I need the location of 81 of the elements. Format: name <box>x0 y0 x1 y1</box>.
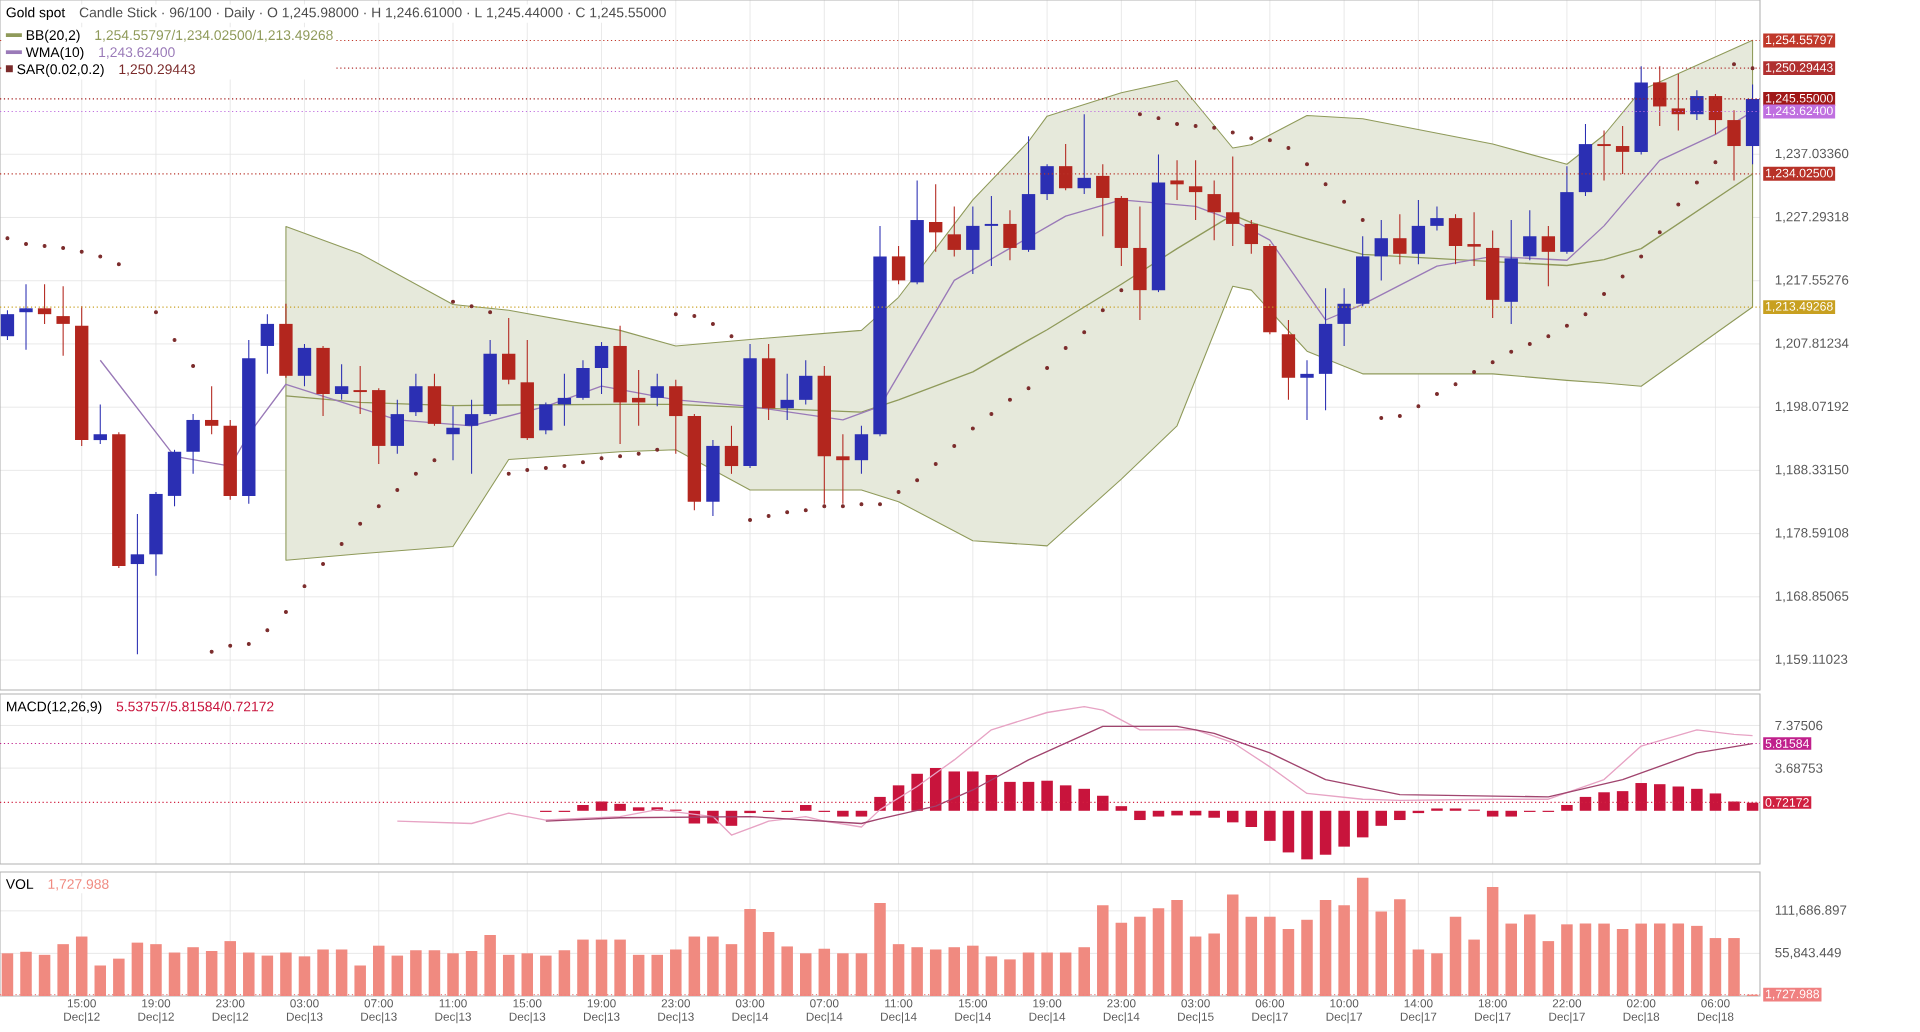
candlestick <box>1207 179 1221 241</box>
bar <box>1152 810 1165 817</box>
candlestick <box>1300 359 1314 421</box>
candlestick <box>1077 113 1091 195</box>
candlestick <box>724 425 739 475</box>
candlestick <box>1745 83 1760 165</box>
candlestick <box>1411 199 1426 265</box>
candlestick <box>1003 209 1017 261</box>
candlestick <box>1541 225 1556 287</box>
candlestick <box>1523 209 1537 261</box>
line-series <box>396 706 1754 836</box>
candlestick <box>984 195 999 267</box>
bar <box>837 810 849 817</box>
candlestick <box>130 513 145 655</box>
candlestick <box>1653 65 1667 127</box>
candlestick <box>316 345 330 417</box>
candlestick <box>836 433 850 505</box>
candlestick <box>1597 129 1611 181</box>
candlestick <box>947 205 961 257</box>
candlestick <box>502 317 516 385</box>
candlestick <box>1393 213 1407 265</box>
candlestick <box>260 313 275 375</box>
candlestick <box>891 245 906 285</box>
candlestick <box>1374 219 1388 281</box>
bar <box>1226 810 1239 823</box>
bar <box>1282 810 1295 853</box>
candlestick <box>1040 163 1054 201</box>
candlestick <box>37 283 52 325</box>
bar <box>1375 810 1388 826</box>
candlestick <box>539 401 553 435</box>
candlestick <box>1448 213 1463 265</box>
candlestick <box>1504 219 1518 325</box>
candlestick <box>1671 73 1685 131</box>
candlestick <box>93 403 107 445</box>
candlestick <box>390 399 404 455</box>
candlestick <box>1133 205 1147 321</box>
candlestick <box>780 373 794 421</box>
candlestick <box>409 373 423 417</box>
candlestick <box>464 399 479 475</box>
candlestick <box>650 373 664 407</box>
candlestick <box>557 373 572 427</box>
candlestick <box>1244 219 1258 255</box>
candlestick <box>576 359 590 401</box>
candlestick <box>446 405 460 461</box>
candlestick <box>297 343 312 387</box>
candlestick <box>1337 287 1351 347</box>
candlestick <box>1356 235 1370 307</box>
candlestick <box>1708 93 1723 135</box>
bar <box>1356 810 1369 838</box>
bar <box>1245 810 1258 827</box>
candlestick <box>186 413 200 475</box>
bar <box>1338 810 1350 847</box>
candlestick <box>56 285 70 357</box>
line-series <box>545 725 1754 825</box>
candlestick <box>353 365 367 415</box>
bar <box>1505 810 1517 817</box>
candlestick <box>0 309 15 341</box>
candlestick <box>204 385 219 435</box>
bar <box>1301 810 1313 860</box>
candlestick <box>669 379 683 455</box>
candlestick <box>966 205 980 275</box>
bar <box>1208 810 1220 818</box>
candlestick <box>1430 205 1444 231</box>
candlestick <box>594 341 609 395</box>
candlestick <box>1727 109 1741 181</box>
candlestick <box>167 449 182 507</box>
bar <box>1264 810 1276 841</box>
bar <box>1134 810 1146 821</box>
candlestick <box>427 373 442 427</box>
candlestick <box>19 283 33 351</box>
bar <box>1171 810 1183 816</box>
bar <box>1394 810 1406 821</box>
bar <box>855 810 868 817</box>
candlestick <box>1467 211 1481 267</box>
candlestick <box>334 363 349 401</box>
candlestick <box>929 183 943 253</box>
candlestick <box>1281 319 1296 401</box>
candlestick <box>854 425 869 475</box>
candlestick <box>799 359 813 405</box>
bar <box>1319 810 1332 855</box>
bar <box>1486 810 1499 817</box>
